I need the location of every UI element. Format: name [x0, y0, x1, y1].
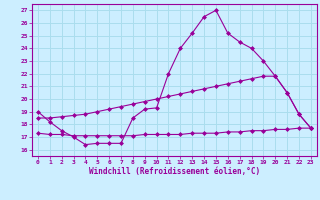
X-axis label: Windchill (Refroidissement éolien,°C): Windchill (Refroidissement éolien,°C)	[89, 167, 260, 176]
